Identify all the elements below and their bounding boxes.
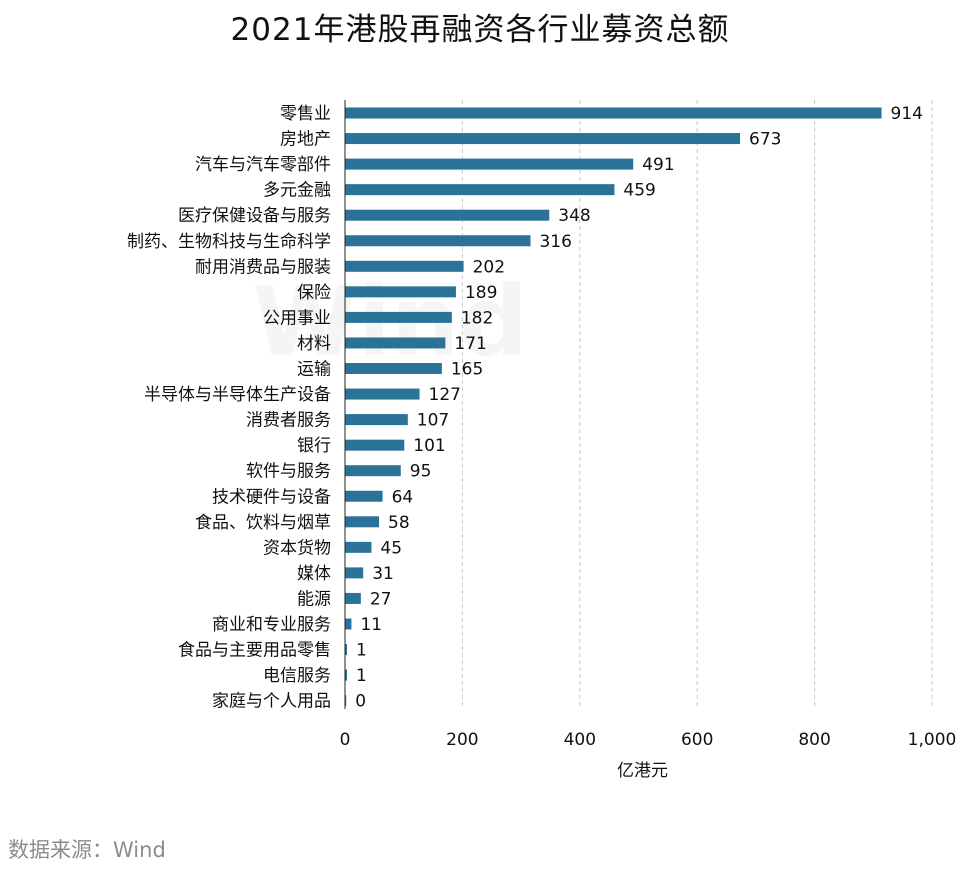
x-tick-label-1: 200	[446, 730, 478, 750]
value-label-19: 27	[370, 589, 392, 609]
category-label-22: 电信服务	[263, 666, 331, 686]
value-label-17: 45	[380, 538, 402, 558]
bar-0	[345, 107, 882, 119]
value-label-18: 31	[372, 564, 394, 584]
category-label-11: 半导体与半导体生产设备	[144, 385, 331, 405]
value-label-20: 11	[360, 615, 382, 635]
bar-12	[345, 414, 408, 426]
value-label-16: 58	[388, 513, 410, 533]
category-label-10: 运输	[297, 360, 331, 380]
bar-3	[345, 184, 615, 196]
bar-chart: Wind 零售业914房地产673汽车与汽车零部件491多元金融459医疗保健设…	[127, 100, 957, 781]
x-tick-label-5: 1,000	[908, 730, 957, 750]
category-label-23: 家庭与个人用品	[212, 692, 331, 712]
value-label-14: 95	[410, 462, 432, 482]
category-label-15: 技术硬件与设备	[212, 487, 331, 507]
bar-9	[345, 337, 446, 349]
bar-19	[345, 592, 361, 604]
value-label-0: 914	[891, 104, 923, 124]
value-label-8: 182	[461, 308, 493, 328]
category-label-14: 软件与服务	[246, 462, 331, 482]
category-label-13: 银行	[297, 436, 331, 456]
bar-10	[345, 363, 442, 374]
bar-20	[345, 618, 352, 630]
category-label-7: 保险	[297, 283, 331, 303]
bar-5	[345, 235, 531, 247]
category-label-19: 能源	[297, 589, 331, 609]
x-axis-title: 亿港元	[617, 761, 668, 781]
category-label-17: 资本货物	[263, 538, 331, 558]
bar-23	[345, 695, 347, 707]
category-label-20: 商业和专业服务	[212, 615, 331, 635]
value-label-10: 165	[451, 360, 483, 380]
category-label-3: 多元金融	[263, 181, 331, 201]
x-tick-label-4: 800	[798, 730, 830, 750]
bar-16	[345, 516, 380, 528]
category-label-2: 汽车与汽车零部件	[195, 155, 331, 175]
value-label-2: 491	[642, 155, 674, 175]
category-label-8: 公用事业	[263, 308, 331, 328]
x-tick-label-3: 600	[681, 730, 713, 750]
value-label-11: 127	[429, 385, 461, 405]
data-source-note: 数据来源：Wind	[8, 838, 166, 862]
bar-8	[345, 311, 452, 323]
value-label-21: 1	[356, 641, 367, 661]
value-label-3: 459	[623, 181, 655, 201]
value-label-5: 316	[539, 232, 571, 252]
bar-1	[345, 133, 741, 145]
bar-22	[345, 669, 347, 681]
category-label-18: 媒体	[297, 564, 331, 584]
bar-6	[345, 260, 464, 272]
value-label-9: 171	[454, 334, 486, 354]
value-label-7: 189	[465, 283, 497, 303]
category-label-0: 零售业	[280, 104, 331, 124]
category-label-9: 材料	[297, 334, 331, 354]
x-tick-label-0: 0	[340, 730, 351, 750]
value-label-13: 101	[413, 436, 445, 456]
category-label-16: 食品、饮料与烟草	[195, 513, 331, 533]
bar-18	[345, 567, 364, 579]
category-label-1: 房地产	[280, 130, 331, 150]
bar-11	[345, 388, 420, 400]
value-label-23: 0	[355, 692, 366, 712]
value-label-6: 202	[473, 257, 505, 277]
bar-17	[345, 541, 372, 553]
chart-title: 2021年港股再融资各行业募资总额	[230, 12, 730, 48]
value-label-4: 348	[558, 206, 590, 226]
value-label-15: 64	[392, 487, 414, 507]
category-label-5: 制药、生物科技与生命科学	[127, 232, 331, 252]
bar-15	[345, 490, 383, 502]
category-label-4: 医疗保健设备与服务	[178, 206, 331, 226]
bar-14	[345, 465, 401, 477]
bar-13	[345, 439, 405, 451]
category-label-21: 食品与主要用品零售	[178, 641, 331, 661]
value-label-22: 1	[356, 666, 367, 686]
x-tick-label-2: 400	[564, 730, 596, 750]
bar-2	[345, 158, 634, 170]
value-label-1: 673	[749, 130, 781, 150]
value-label-12: 107	[417, 411, 449, 431]
bar-7	[345, 286, 456, 298]
bar-21	[345, 644, 347, 656]
bar-4	[345, 209, 550, 221]
category-label-12: 消费者服务	[246, 411, 331, 431]
category-label-6: 耐用消费品与服装	[195, 257, 331, 277]
